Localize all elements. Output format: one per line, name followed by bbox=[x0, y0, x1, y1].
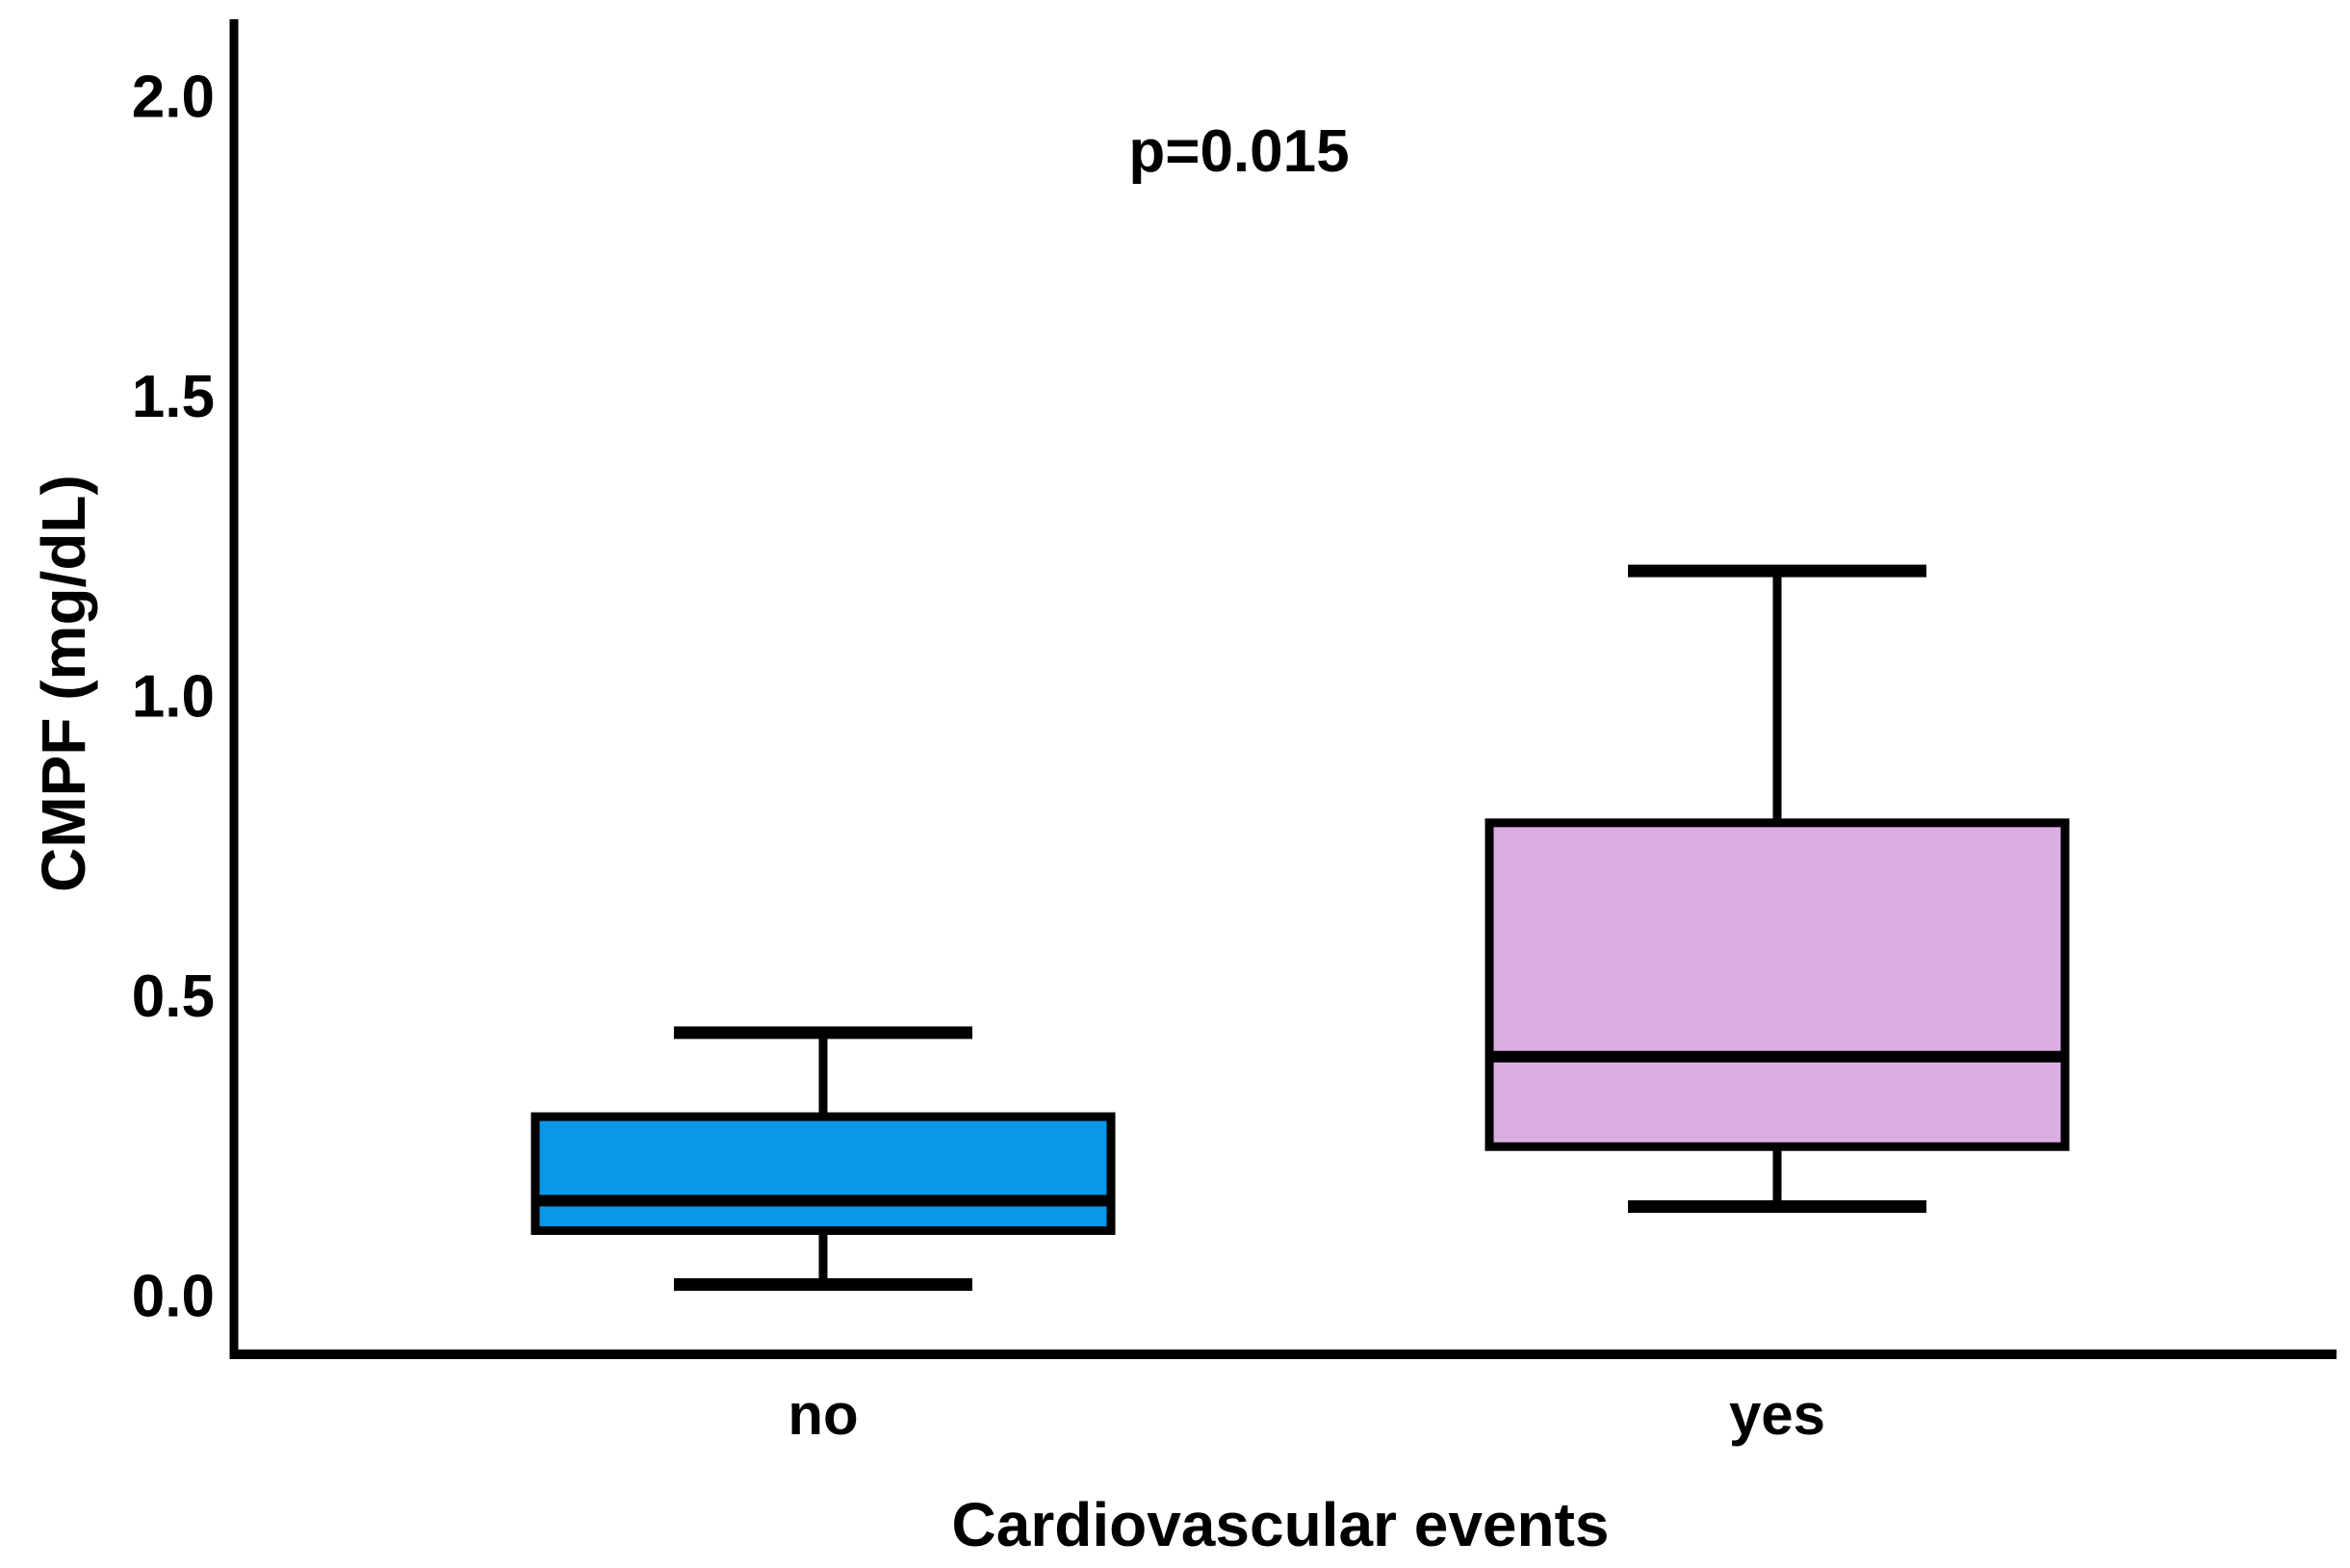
category-label-no: no bbox=[788, 1382, 858, 1447]
y-axis-title: CMPF (mg/dL) bbox=[29, 475, 98, 892]
x-axis-title: Cardiovascular events bbox=[952, 1490, 1610, 1559]
p-value-annotation: p=0.015 bbox=[1128, 118, 1349, 185]
y-tick-label: 0.5 bbox=[132, 964, 215, 1030]
iqr-box-no bbox=[530, 1112, 1116, 1235]
y-tick-label: 1.0 bbox=[132, 664, 215, 731]
y-tick-label: 1.5 bbox=[132, 364, 215, 430]
y-tick-label: 0.0 bbox=[132, 1264, 215, 1330]
category-label-yes: yes bbox=[1729, 1382, 1825, 1447]
y-tick-label: 2.0 bbox=[132, 64, 215, 131]
iqr-box-yes bbox=[1485, 818, 2070, 1151]
